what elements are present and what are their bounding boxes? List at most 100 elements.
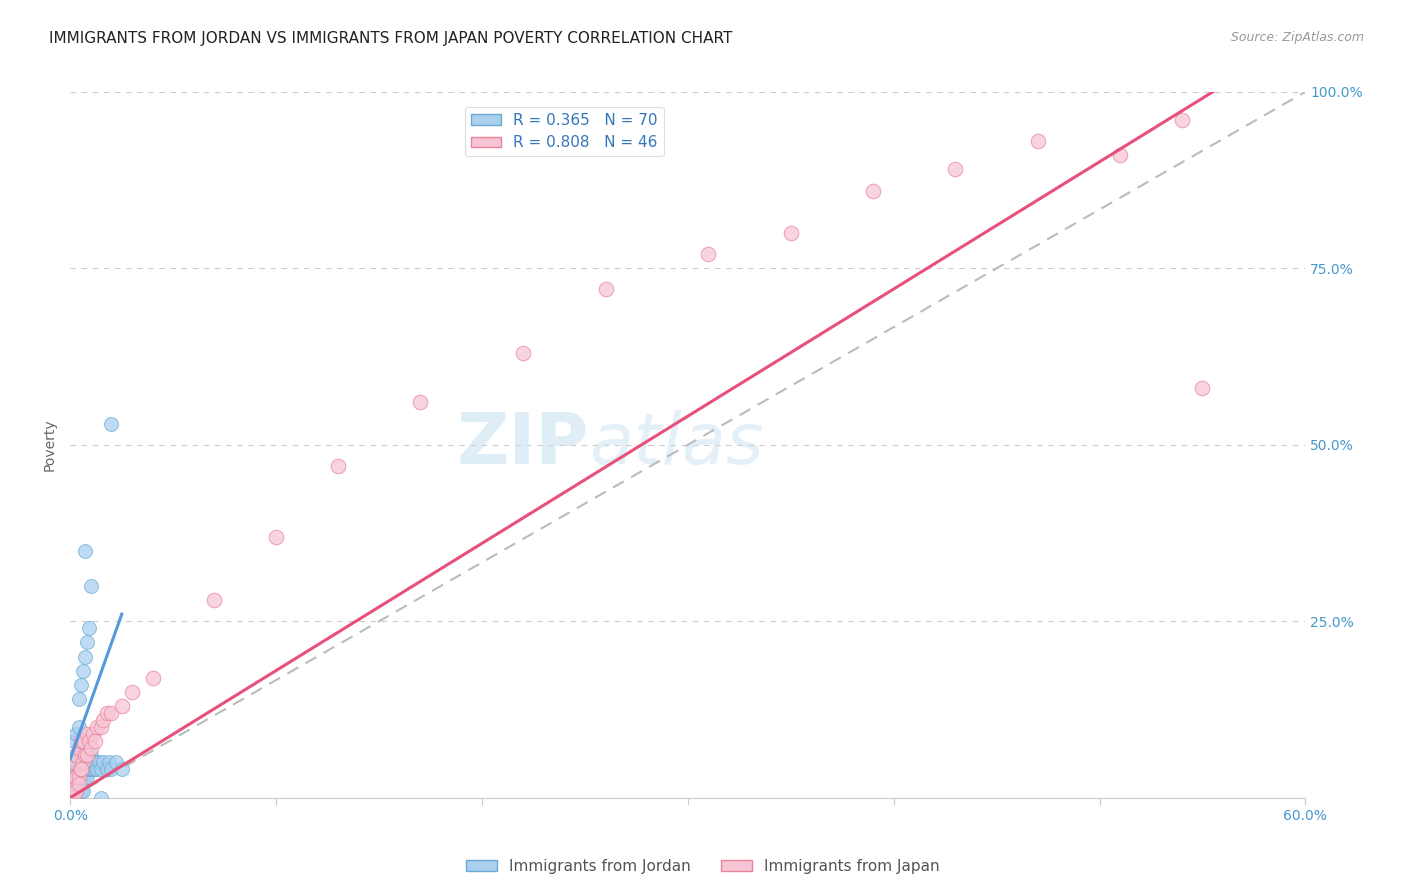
Point [63,790,86,805]
Point [67,776,90,790]
Point [69,770,91,784]
Point [76,727,98,741]
Point [77,763,100,777]
Point [82,727,104,741]
Point [65,770,87,784]
Point [202,593,225,607]
Point [67,770,90,784]
Point [80,579,103,593]
Point [72,664,94,678]
Point [65,776,87,790]
Point [73,649,96,664]
Point [90,763,112,777]
Point [945,162,967,177]
Point [73,770,96,784]
Point [84,763,107,777]
Point [72,756,94,770]
Point [595,283,617,297]
Point [69,763,91,777]
Point [100,763,122,777]
Point [80,748,103,763]
Legend: Immigrants from Jordan, Immigrants from Japan: Immigrants from Jordan, Immigrants from … [460,853,946,880]
Legend: R = 0.365   N = 70, R = 0.808   N = 46: R = 0.365 N = 70, R = 0.808 N = 46 [464,106,664,156]
Point [69,748,91,763]
Point [77,734,100,748]
Point [65,748,87,763]
Point [80,756,103,770]
Point [90,790,112,805]
Point [1191,381,1213,395]
Y-axis label: Poverty: Poverty [44,418,58,471]
Point [72,763,94,777]
Text: ZIP: ZIP [457,410,589,479]
Point [76,756,98,770]
Point [100,706,122,720]
Point [326,458,349,473]
Point [69,741,91,756]
Point [98,756,121,770]
Point [264,529,287,543]
Point [67,763,90,777]
Point [60,790,83,805]
Point [65,727,87,741]
Point [1026,134,1049,148]
Point [512,346,534,360]
Point [82,756,104,770]
Point [72,748,94,763]
Point [111,698,134,713]
Point [76,748,98,763]
Point [60,770,83,784]
Point [76,763,98,777]
Point [91,713,114,727]
Point [121,685,143,699]
Point [111,763,134,777]
Point [69,776,91,790]
Point [73,756,96,770]
Text: atlas: atlas [589,410,763,479]
Point [73,763,96,777]
Point [80,741,103,756]
Point [67,720,90,734]
Point [65,790,87,805]
Point [86,720,108,734]
Point [96,763,118,777]
Point [72,770,94,784]
Point [73,748,96,763]
Point [84,734,107,748]
Point [80,763,103,777]
Point [76,770,98,784]
Point [63,770,86,784]
Point [1171,113,1194,128]
Point [60,763,83,777]
Point [91,756,114,770]
Point [69,678,91,692]
Point [63,763,86,777]
Point [142,671,165,685]
Point [72,734,94,748]
Point [104,756,127,770]
Point [67,691,90,706]
Point [63,756,86,770]
Point [63,776,86,790]
Point [69,763,91,777]
Point [72,783,94,797]
Point [77,756,100,770]
Point [77,621,100,635]
Point [65,770,87,784]
Point [67,776,90,790]
Text: IMMIGRANTS FROM JORDAN VS IMMIGRANTS FROM JAPAN POVERTY CORRELATION CHART: IMMIGRANTS FROM JORDAN VS IMMIGRANTS FRO… [49,31,733,46]
Point [1109,148,1132,162]
Point [60,783,83,797]
Point [69,756,91,770]
Point [73,543,96,558]
Point [69,734,91,748]
Point [60,790,83,805]
Point [65,783,87,797]
Point [90,720,112,734]
Point [69,763,91,777]
Text: Source: ZipAtlas.com: Source: ZipAtlas.com [1230,31,1364,45]
Point [76,635,98,649]
Point [96,706,118,720]
Point [63,756,86,770]
Point [67,741,90,756]
